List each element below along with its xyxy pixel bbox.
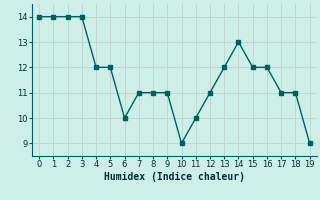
X-axis label: Humidex (Indice chaleur): Humidex (Indice chaleur) xyxy=(104,172,245,182)
